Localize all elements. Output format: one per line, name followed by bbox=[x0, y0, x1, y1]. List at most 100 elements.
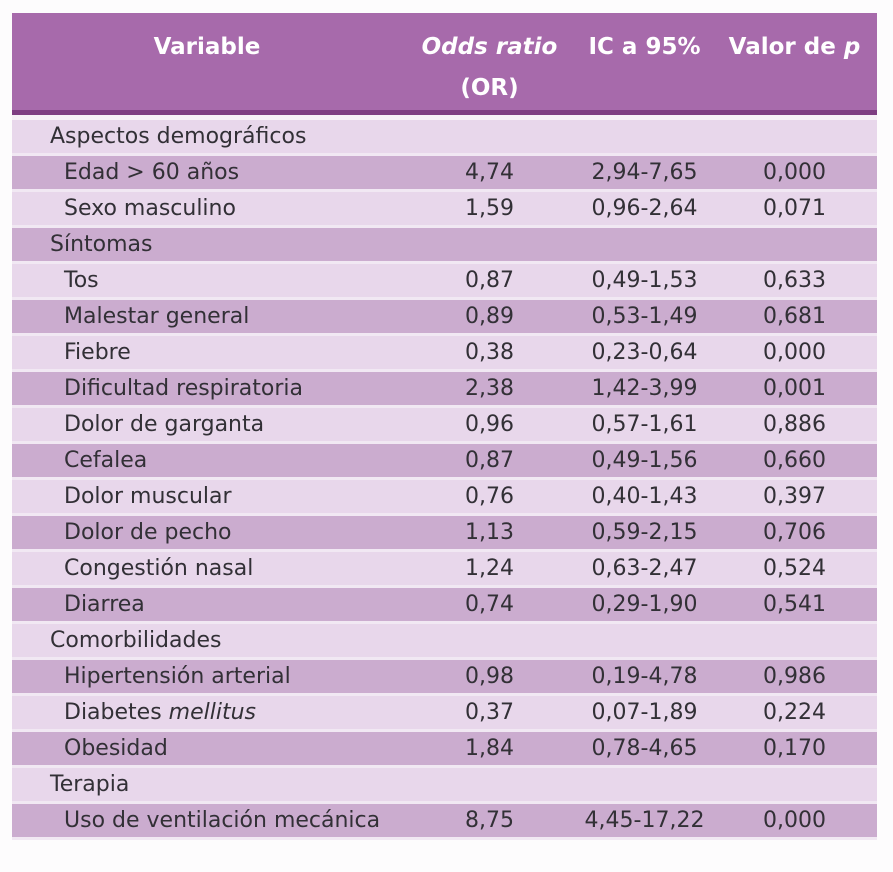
cell-ic95: 0,29-1,90 bbox=[591, 592, 698, 617]
cell-odds-ratio: 0,98 bbox=[465, 664, 514, 689]
cell-variable: Terapia bbox=[50, 772, 130, 797]
cell-variable: Dolor de garganta bbox=[64, 412, 265, 437]
cell-ic95: 0,19-4,78 bbox=[591, 664, 698, 689]
cell-odds-ratio: 0,89 bbox=[465, 304, 514, 329]
cell-odds-ratio: 1,84 bbox=[465, 736, 514, 761]
cell-odds-ratio: 4,74 bbox=[465, 160, 514, 185]
table-row: Edad > 60 años 4,74 2,94-7,65 0,000 bbox=[12, 156, 877, 192]
table-row: Uso de ventilación mecánica 8,75 4,45-17,2… bbox=[12, 804, 877, 840]
cell-odds-ratio: 0,76 bbox=[465, 484, 514, 509]
section-header-row: Comorbilidades bbox=[12, 624, 877, 660]
cell-odds-ratio: 2,38 bbox=[465, 376, 514, 401]
cell-odds-ratio: 1,24 bbox=[465, 556, 514, 581]
cell-odds-ratio: 1,13 bbox=[465, 520, 514, 545]
cell-ic95: 2,94-7,65 bbox=[591, 160, 698, 185]
header-odds-ratio-label: Odds ratio bbox=[421, 34, 558, 60]
cell-variable: Dificultad respiratoria bbox=[64, 376, 304, 401]
cell-odds-ratio: 0,38 bbox=[465, 340, 514, 365]
cell-ic95: 0,96-2,64 bbox=[591, 196, 698, 221]
table-header-row: Variable Odds ratio (OR) IC a 95% Valor … bbox=[12, 13, 877, 115]
cell-p-value: 0,633 bbox=[763, 268, 826, 293]
cell-variable: Síntomas bbox=[50, 232, 153, 257]
cell-ic95: 0,78-4,65 bbox=[591, 736, 698, 761]
cell-p-value: 0,224 bbox=[763, 700, 826, 725]
cell-odds-ratio: 0,87 bbox=[465, 268, 514, 293]
header-ic95-label: IC a 95% bbox=[588, 34, 701, 60]
table-row: Diarrea 0,74 0,29-1,90 0,541 bbox=[12, 588, 877, 624]
cell-variable: Dolor muscular bbox=[64, 484, 232, 509]
cell-odds-ratio: 0,74 bbox=[465, 592, 514, 617]
table-row: Fiebre 0,38 0,23-0,64 0,000 bbox=[12, 336, 877, 372]
section-header-row: Terapia bbox=[12, 768, 877, 804]
table-row: Obesidad 1,84 0,78-4,65 0,170 bbox=[12, 732, 877, 768]
cell-variable: Edad > 60 años bbox=[64, 160, 240, 185]
cell-variable: Obesidad bbox=[64, 736, 168, 761]
cell-ic95: 0,07-1,89 bbox=[591, 700, 698, 725]
cell-ic95: 0,40-1,43 bbox=[591, 484, 698, 509]
cell-variable: Sexo masculino bbox=[64, 196, 236, 221]
cell-variable: Malestar general bbox=[64, 304, 250, 329]
cell-odds-ratio: 8,75 bbox=[465, 808, 514, 833]
cell-variable: Aspectos demográficos bbox=[50, 124, 307, 149]
cell-ic95: 0,53-1,49 bbox=[591, 304, 698, 329]
cell-p-value: 0,071 bbox=[763, 196, 826, 221]
cell-p-value: 0,541 bbox=[763, 592, 826, 617]
cell-ic95: 0,49-1,56 bbox=[591, 448, 698, 473]
table-body: Aspectos demográficos Edad > 60 años 4,74 2… bbox=[12, 120, 877, 840]
table-row: Diabetes mellitus 0,37 0,07-1,89 0,224 bbox=[12, 696, 877, 732]
cell-variable: Cefalea bbox=[64, 448, 148, 473]
cell-variable: Comorbilidades bbox=[50, 628, 222, 653]
cell-p-value: 0,001 bbox=[763, 376, 826, 401]
cell-variable: Uso de ventilación mecánica bbox=[64, 808, 381, 833]
table-row: Sexo masculino 1,59 0,96-2,64 0,071 bbox=[12, 192, 877, 228]
table-row: Dificultad respiratoria 2,38 1,42-3,99 0,00… bbox=[12, 372, 877, 408]
header-or-abbrev: (OR) bbox=[460, 75, 519, 101]
cell-p-value: 0,660 bbox=[763, 448, 826, 473]
cell-ic95: 0,59-2,15 bbox=[591, 520, 698, 545]
cell-p-value: 0,986 bbox=[763, 664, 826, 689]
cell-p-value: 0,000 bbox=[763, 160, 826, 185]
table-row: Dolor de pecho 1,13 0,59-2,15 0,706 bbox=[12, 516, 877, 552]
cell-variable: Dolor de pecho bbox=[64, 520, 232, 545]
cell-ic95: 0,49-1,53 bbox=[591, 268, 698, 293]
header-valor-p: Valor de p bbox=[712, 13, 877, 110]
section-header-row: Síntomas bbox=[12, 228, 877, 264]
cell-p-value: 0,524 bbox=[763, 556, 826, 581]
table-row: Malestar general 0,89 0,53-1,49 0,681 bbox=[12, 300, 877, 336]
cell-p-value: 0,706 bbox=[763, 520, 826, 545]
table-row: Dolor de garganta 0,96 0,57-1,61 0,886 bbox=[12, 408, 877, 444]
header-ic95: IC a 95% bbox=[577, 13, 712, 110]
table-row: Tos 0,87 0,49-1,53 0,633 bbox=[12, 264, 877, 300]
cell-odds-ratio: 0,96 bbox=[465, 412, 514, 437]
header-variable: Variable bbox=[12, 13, 402, 110]
cell-variable: Hipertensión arterial bbox=[64, 664, 291, 689]
cell-ic95: 4,45-17,22 bbox=[584, 808, 705, 833]
cell-variable: Diarrea bbox=[64, 592, 145, 617]
cell-p-value: 0,681 bbox=[763, 304, 826, 329]
table-row: Congestión nasal 1,24 0,63-2,47 0,524 bbox=[12, 552, 877, 588]
table-row: Hipertensión arterial 0,98 0,19-4,78 0,986 bbox=[12, 660, 877, 696]
header-variable-label: Variable bbox=[153, 34, 261, 60]
cell-odds-ratio: 0,87 bbox=[465, 448, 514, 473]
cell-variable: Tos bbox=[64, 268, 99, 293]
cell-ic95: 0,23-0,64 bbox=[591, 340, 698, 365]
cell-odds-ratio: 0,37 bbox=[465, 700, 514, 725]
table-row: Dolor muscular 0,76 0,40-1,43 0,397 bbox=[12, 480, 877, 516]
header-gap bbox=[12, 115, 877, 120]
cell-p-value: 0,170 bbox=[763, 736, 826, 761]
cell-ic95: 1,42-3,99 bbox=[591, 376, 698, 401]
cell-odds-ratio: 1,59 bbox=[465, 196, 514, 221]
cell-variable: Diabetes mellitus bbox=[64, 700, 256, 725]
cell-ic95: 0,63-2,47 bbox=[591, 556, 698, 581]
odds-ratio-table: Variable Odds ratio (OR) IC a 95% Valor … bbox=[12, 13, 877, 840]
cell-p-value: 0,000 bbox=[763, 340, 826, 365]
section-header-row: Aspectos demográficos bbox=[12, 120, 877, 156]
cell-p-value: 0,000 bbox=[763, 808, 826, 833]
cell-variable: Congestión nasal bbox=[64, 556, 254, 581]
header-odds-ratio: Odds ratio (OR) bbox=[402, 13, 577, 110]
table-row: Cefalea 0,87 0,49-1,56 0,660 bbox=[12, 444, 877, 480]
cell-ic95: 0,57-1,61 bbox=[591, 412, 698, 437]
header-valor-p-label: Valor de p bbox=[728, 34, 861, 60]
cell-p-value: 0,397 bbox=[763, 484, 826, 509]
cell-variable: Fiebre bbox=[64, 340, 131, 365]
